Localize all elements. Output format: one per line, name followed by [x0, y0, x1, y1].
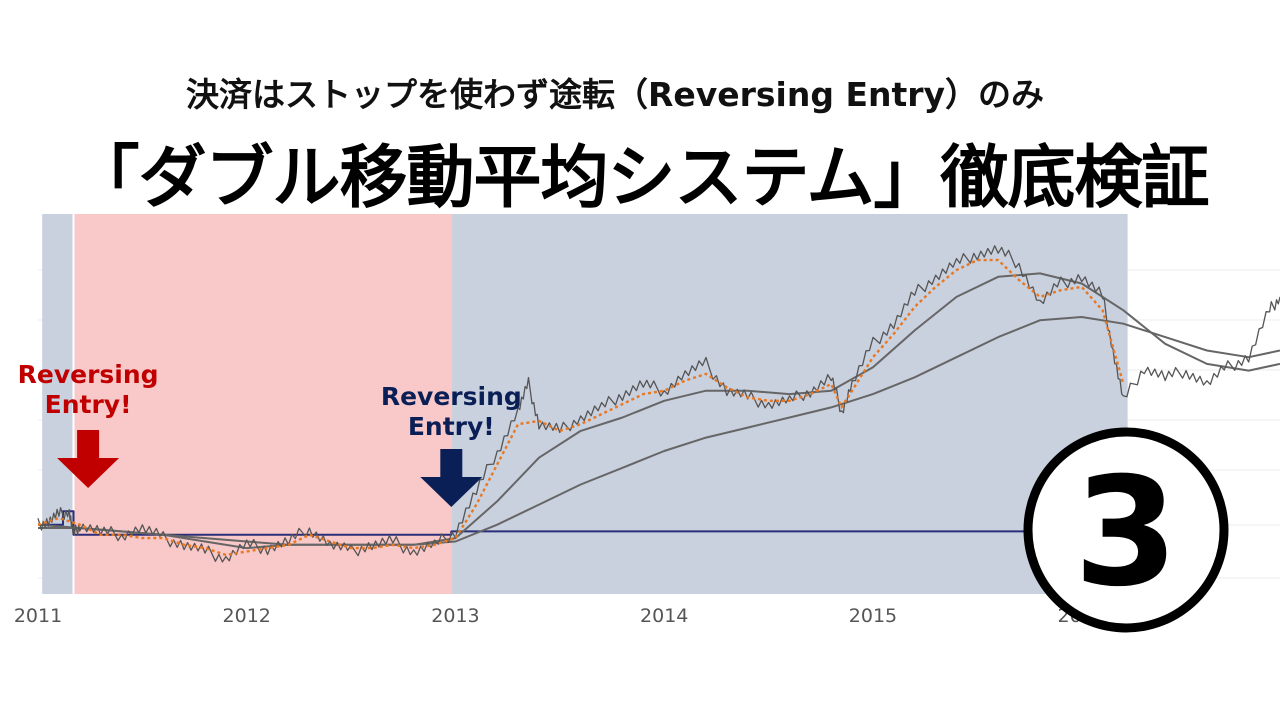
x-tick-label: 2011 — [14, 605, 62, 627]
badge-circle — [1023, 427, 1229, 633]
annotation-line2: Entry! — [408, 412, 495, 441]
long-zone — [42, 214, 74, 594]
annotation-line1: Reversing — [18, 360, 159, 389]
badge-number: 3 — [1074, 446, 1178, 620]
short-zone — [73, 214, 452, 594]
episode-badge: 3 — [1023, 427, 1229, 633]
x-tick-label: 2015 — [849, 605, 897, 627]
down-arrow-icon — [420, 449, 483, 507]
annotation-line1: Reversing — [381, 382, 522, 411]
page-title: 「ダブル移動平均システム」徹底検証 — [71, 139, 1210, 218]
position-zones — [42, 214, 1128, 594]
down-arrow-icon — [57, 430, 120, 488]
x-tick-label: 2012 — [223, 605, 271, 627]
x-axis-ticks: 201120122013201420152016 — [14, 605, 1106, 627]
series-lines — [37, 245, 1280, 563]
fast_ma-line — [37, 258, 1125, 557]
slow_ma-line — [37, 272, 1280, 550]
price-line — [37, 245, 1280, 563]
x-tick-label: 2014 — [640, 605, 688, 627]
x-tick-label: 2013 — [431, 605, 479, 627]
subtitle: 決済はストップを使わず途転（Reversing Entry）のみ — [185, 75, 1045, 114]
annotation-line2: Entry! — [45, 390, 132, 419]
